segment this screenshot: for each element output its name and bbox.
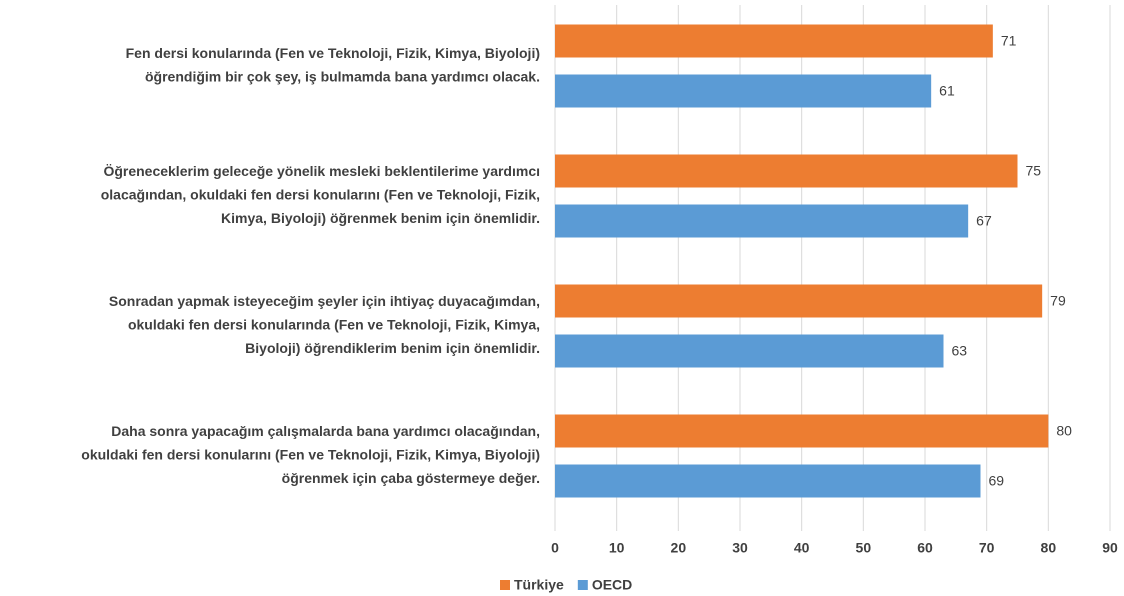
x-tick-label: 80	[1041, 540, 1057, 556]
bar	[555, 74, 932, 108]
legend-label: OECD	[592, 577, 632, 593]
category-label: Sonradan yapmak isteyeceğim şeyler için …	[109, 293, 540, 309]
bar	[555, 24, 993, 58]
category-label: Fen dersi konularında (Fen ve Teknoloji,…	[126, 45, 540, 61]
value-label: 69	[989, 473, 1005, 489]
category-label: Öğreneceklerim geleceğe yönelik mesleki …	[103, 163, 540, 179]
bar	[555, 284, 1043, 318]
x-tick-label: 60	[917, 540, 933, 556]
value-label: 61	[939, 83, 955, 99]
x-tick-label: 90	[1102, 540, 1118, 556]
category-label: Biyoloji) öğrendiklerim benim için öneml…	[245, 340, 540, 356]
category-label: okuldaki fen dersi konularında (Fen ve T…	[128, 317, 540, 333]
x-tick-label: 70	[979, 540, 995, 556]
bar	[555, 154, 1018, 188]
legend-label: Türkiye	[514, 577, 564, 593]
value-label: 80	[1056, 423, 1072, 439]
legend-swatch	[577, 580, 588, 590]
x-tick-label: 20	[671, 540, 687, 556]
x-tick-label: 0	[551, 540, 559, 556]
bar	[555, 414, 1049, 448]
x-tick-label: 40	[794, 540, 810, 556]
category-label: Daha sonra yapacağım çalışmalarda bana y…	[111, 423, 540, 439]
bar	[555, 204, 969, 238]
x-tick-label: 50	[856, 540, 872, 556]
category-label: olacağından, okuldaki fen dersi konuları…	[101, 187, 540, 203]
value-label: 67	[976, 213, 992, 229]
bar	[555, 464, 981, 498]
bar	[555, 334, 944, 368]
x-tick-label: 10	[609, 540, 625, 556]
legend-swatch	[500, 580, 510, 590]
value-label: 63	[952, 343, 968, 359]
value-label: 71	[1001, 33, 1017, 49]
x-tick-label: 30	[732, 540, 748, 556]
category-label: Kimya, Biyoloji) öğrenmek benim için öne…	[221, 210, 540, 226]
category-label: okuldaki fen dersi konularını (Fen ve Te…	[81, 447, 540, 463]
value-label: 79	[1050, 293, 1066, 309]
value-label: 75	[1026, 163, 1042, 179]
category-label: öğrendiğim bir çok şey, iş bulmamda bana…	[145, 68, 540, 84]
category-label: öğrenmek için çaba göstermeye değer.	[282, 470, 540, 486]
